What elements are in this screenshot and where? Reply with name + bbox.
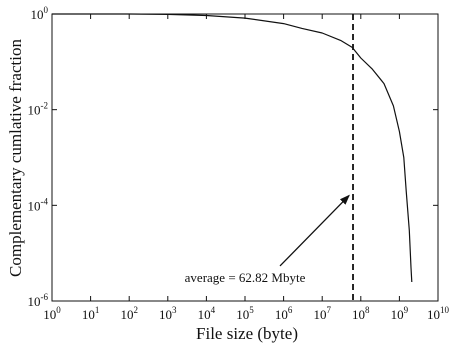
tick-label-base: 10 bbox=[28, 294, 41, 309]
x-axis-ticks: 100 101 102 103 104 105 106 107 108 109 1010 bbox=[43, 14, 450, 322]
tick-label: 105 bbox=[236, 305, 254, 322]
tick-label: 10-2 bbox=[28, 101, 49, 118]
tick-label-exponent: 2 bbox=[133, 305, 138, 315]
tick-label: 1010 bbox=[427, 305, 450, 322]
average-annotation-label: average = 62.82 Mbyte bbox=[185, 270, 306, 285]
tick-label-exponent: -4 bbox=[41, 196, 49, 206]
tick-label-base: 10 bbox=[28, 198, 41, 213]
tick-label: 100 bbox=[43, 305, 61, 322]
tick-label-exponent: 1 bbox=[95, 305, 100, 315]
tick-label-exponent: -6 bbox=[41, 292, 49, 302]
tick-label: 101 bbox=[82, 305, 100, 322]
tick-label: 10-6 bbox=[28, 292, 49, 309]
y-axis-label: Complementary cumlative fraction bbox=[6, 39, 25, 277]
tick-label-base: 10 bbox=[198, 307, 211, 322]
tick-label-base: 10 bbox=[352, 307, 365, 322]
ccdf-series-line bbox=[52, 13, 413, 283]
tick-label: 109 bbox=[391, 305, 409, 322]
tick-label-base: 10 bbox=[28, 103, 41, 118]
tick-label: 102 bbox=[120, 305, 138, 322]
average-arrow bbox=[279, 194, 350, 267]
tick-label-exponent: 0 bbox=[56, 305, 61, 315]
x-axis-label: File size (byte) bbox=[196, 324, 298, 343]
tick-label-base: 10 bbox=[82, 307, 95, 322]
tick-label-exponent: 3 bbox=[172, 305, 177, 315]
series-group bbox=[52, 13, 413, 283]
tick-label-exponent: 5 bbox=[249, 305, 254, 315]
tick-label-base: 10 bbox=[120, 307, 133, 322]
tick-label: 104 bbox=[198, 305, 216, 322]
tick-label-exponent: 7 bbox=[326, 305, 331, 315]
tick-label: 103 bbox=[159, 305, 177, 322]
plot-frame bbox=[51, 13, 439, 302]
tick-label: 100 bbox=[31, 5, 49, 22]
tick-label-base: 10 bbox=[43, 307, 56, 322]
tick-label-exponent: 10 bbox=[440, 305, 450, 315]
tick-label-base: 10 bbox=[427, 307, 440, 322]
tick-label-base: 10 bbox=[31, 7, 44, 22]
tick-label: 10-4 bbox=[28, 196, 49, 213]
tick-label-base: 10 bbox=[391, 307, 404, 322]
tick-label: 107 bbox=[313, 305, 331, 322]
tick-label: 108 bbox=[352, 305, 370, 322]
tick-label: 106 bbox=[275, 305, 293, 322]
annotation-group: average = 62.82 Mbyte bbox=[185, 14, 354, 301]
tick-label-base: 10 bbox=[159, 307, 172, 322]
tick-label-base: 10 bbox=[275, 307, 288, 322]
tick-label-exponent: 8 bbox=[365, 305, 370, 315]
tick-label-exponent: -2 bbox=[41, 101, 49, 111]
tick-label-base: 10 bbox=[236, 307, 249, 322]
tick-label-exponent: 9 bbox=[404, 305, 409, 315]
tick-label-exponent: 0 bbox=[44, 5, 49, 15]
tick-label-base: 10 bbox=[313, 307, 326, 322]
tick-label-exponent: 6 bbox=[288, 305, 293, 315]
tick-label-exponent: 4 bbox=[211, 305, 216, 315]
